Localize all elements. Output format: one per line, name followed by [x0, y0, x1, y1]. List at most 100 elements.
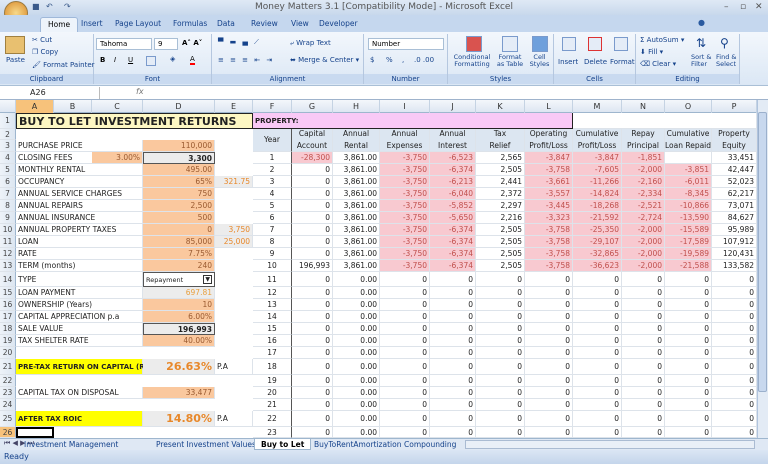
input-value-3[interactable]: 110,000	[143, 140, 215, 152]
fill-color-icon[interactable]: ◈	[170, 55, 176, 63]
input-value-19[interactable]: 40.00%	[143, 335, 215, 347]
column-header-K[interactable]: K	[476, 100, 525, 113]
autosum-button[interactable]: Σ AutoSum ▾	[640, 36, 685, 44]
column-header-O[interactable]: O	[665, 100, 712, 113]
sheet-tab-buytorentamortization[interactable]: BuyToRentAmortization	[314, 440, 402, 449]
row-header-22[interactable]: 22	[0, 375, 16, 387]
input-value-8[interactable]: 2,500	[143, 200, 215, 212]
vertical-align-icons[interactable]: ▀ ▬ ▄ ⟋	[218, 38, 261, 46]
tab-data[interactable]: Data	[217, 19, 235, 28]
horizontal-scrollbar[interactable]	[465, 440, 755, 449]
input-value-23[interactable]: 33,477	[143, 387, 215, 399]
insert-button[interactable]: Insert	[558, 58, 579, 66]
row-header-1[interactable]: 1	[0, 113, 16, 129]
row-header-11[interactable]: 11	[0, 236, 16, 248]
vertical-scroll-thumb[interactable]	[758, 112, 767, 392]
number-format-select[interactable]: Number	[368, 38, 444, 50]
undo-icon[interactable]: ↶	[46, 2, 53, 11]
grow-font-button[interactable]: A˄ A˅	[182, 39, 203, 47]
tab-review[interactable]: Review	[251, 19, 278, 28]
clear-button[interactable]: ⌫ Clear ▾	[640, 60, 677, 68]
input-value-13[interactable]: 240	[143, 260, 215, 272]
find-select-button[interactable]: Find & Select	[716, 53, 737, 68]
percent-button[interactable]: %	[386, 56, 393, 64]
row-header-17[interactable]: 17	[0, 311, 16, 323]
row-header-8[interactable]: 8	[0, 200, 16, 212]
row-header-14[interactable]: 14	[0, 272, 16, 287]
column-header-I[interactable]: I	[380, 100, 430, 113]
input-value-6[interactable]: 65%	[143, 176, 215, 188]
sheet-tab-buy-to-let[interactable]: Buy to Let	[254, 439, 312, 450]
conditional-formatting-button[interactable]: Conditional Formatting	[453, 53, 491, 68]
fill-button[interactable]: ⬇ Fill ▾	[640, 48, 664, 56]
fx-button[interactable]: fx	[136, 87, 144, 96]
row-header-26[interactable]: 26	[0, 427, 16, 438]
row-header-15[interactable]: 15	[0, 287, 16, 299]
row-header-3[interactable]: 3	[0, 140, 16, 152]
row-header-16[interactable]: 16	[0, 299, 16, 311]
row-header-24[interactable]: 24	[0, 399, 16, 411]
column-header-D[interactable]: D	[143, 100, 215, 113]
horizontal-align-icons[interactable]: ≡ ≡ ≡ ⇤ ⇥	[218, 56, 275, 64]
save-icon[interactable]: ■	[32, 2, 40, 11]
row-header-18[interactable]: 18	[0, 323, 16, 335]
sheet-nav-buttons[interactable]: ⏮ ◀ ▶ ⏭	[4, 439, 35, 447]
column-header-B[interactable]: B	[54, 100, 92, 113]
column-header-P[interactable]: P	[712, 100, 757, 113]
minimize-button[interactable]: –	[724, 2, 729, 12]
row-header-2[interactable]: 2	[0, 129, 16, 140]
row-header-13[interactable]: 13	[0, 260, 16, 272]
input-value-18[interactable]: 196,993	[143, 323, 215, 335]
maximize-button[interactable]: ▫	[740, 2, 747, 12]
cell-styles-button[interactable]: Cell Styles	[529, 53, 550, 68]
input-value-12[interactable]: 7.75%	[143, 248, 215, 260]
tab-formulas[interactable]: Formulas	[173, 19, 208, 28]
sheet-tab-compounding[interactable]: Compounding	[404, 440, 457, 449]
format-button[interactable]: Format	[610, 58, 635, 66]
font-size-select[interactable]: 9	[154, 38, 178, 50]
column-header-C[interactable]: C	[92, 100, 143, 113]
input-value-25[interactable]: 14.80%	[143, 411, 215, 427]
empty-cell[interactable]	[573, 113, 757, 129]
input-value-16[interactable]: 10	[143, 299, 215, 311]
redo-icon[interactable]: ↷	[64, 2, 71, 11]
delete-button[interactable]: Delete	[584, 58, 607, 66]
tab-home[interactable]: Home	[40, 17, 79, 32]
sheet-tab-investment-management[interactable]: Investment Management	[24, 440, 119, 449]
row-header-19[interactable]: 19	[0, 335, 16, 347]
column-header-N[interactable]: N	[622, 100, 665, 113]
closing-fee-rate[interactable]: 3.00%	[92, 152, 143, 164]
column-header-F[interactable]: F	[253, 100, 292, 113]
tab-insert[interactable]: Insert	[81, 19, 103, 28]
column-header-G[interactable]: G	[292, 100, 333, 113]
wrap-text-button[interactable]: ⤶ Wrap Text	[290, 39, 331, 47]
row-header-21[interactable]: 21	[0, 359, 16, 375]
input-value-15[interactable]: 697.81	[143, 287, 215, 299]
input-value-4[interactable]: 3,300	[143, 152, 215, 164]
input-value-17[interactable]: 6.00%	[143, 311, 215, 323]
close-button[interactable]: ✕	[755, 2, 763, 12]
border-icon[interactable]	[146, 56, 156, 66]
copy-button[interactable]: ❐ Copy	[32, 48, 59, 56]
row-header-12[interactable]: 12	[0, 248, 16, 260]
row-header-7[interactable]: 7	[0, 188, 16, 200]
cut-button[interactable]: ✂ Cut	[32, 36, 53, 44]
name-box[interactable]: A26	[0, 87, 100, 99]
select-all-corner[interactable]	[0, 100, 16, 113]
sort-filter-button[interactable]: Sort & Filter	[691, 53, 712, 68]
bold-button[interactable]: B	[100, 56, 106, 64]
decimal-buttons[interactable]: .0 .00	[414, 56, 435, 64]
row-header-23[interactable]: 23	[0, 387, 16, 399]
type-dropdown[interactable]: Repayment ▼	[143, 272, 215, 287]
help-icon[interactable]: ●	[698, 18, 705, 27]
merge-center-button[interactable]: ⬌ Merge & Center ▾	[290, 56, 360, 64]
row-header-4[interactable]: 4	[0, 152, 16, 164]
tab-page-layout[interactable]: Page Layout	[115, 19, 162, 28]
input-value-5[interactable]: 495.00	[143, 164, 215, 176]
column-header-J[interactable]: J	[430, 100, 476, 113]
row-header-9[interactable]: 9	[0, 212, 16, 224]
column-header-L[interactable]: L	[525, 100, 573, 113]
sheet-tab-present-investment-values[interactable]: Present Investment Values	[156, 440, 256, 449]
row-header-25[interactable]: 25	[0, 411, 16, 427]
input-value-7[interactable]: 750	[143, 188, 215, 200]
